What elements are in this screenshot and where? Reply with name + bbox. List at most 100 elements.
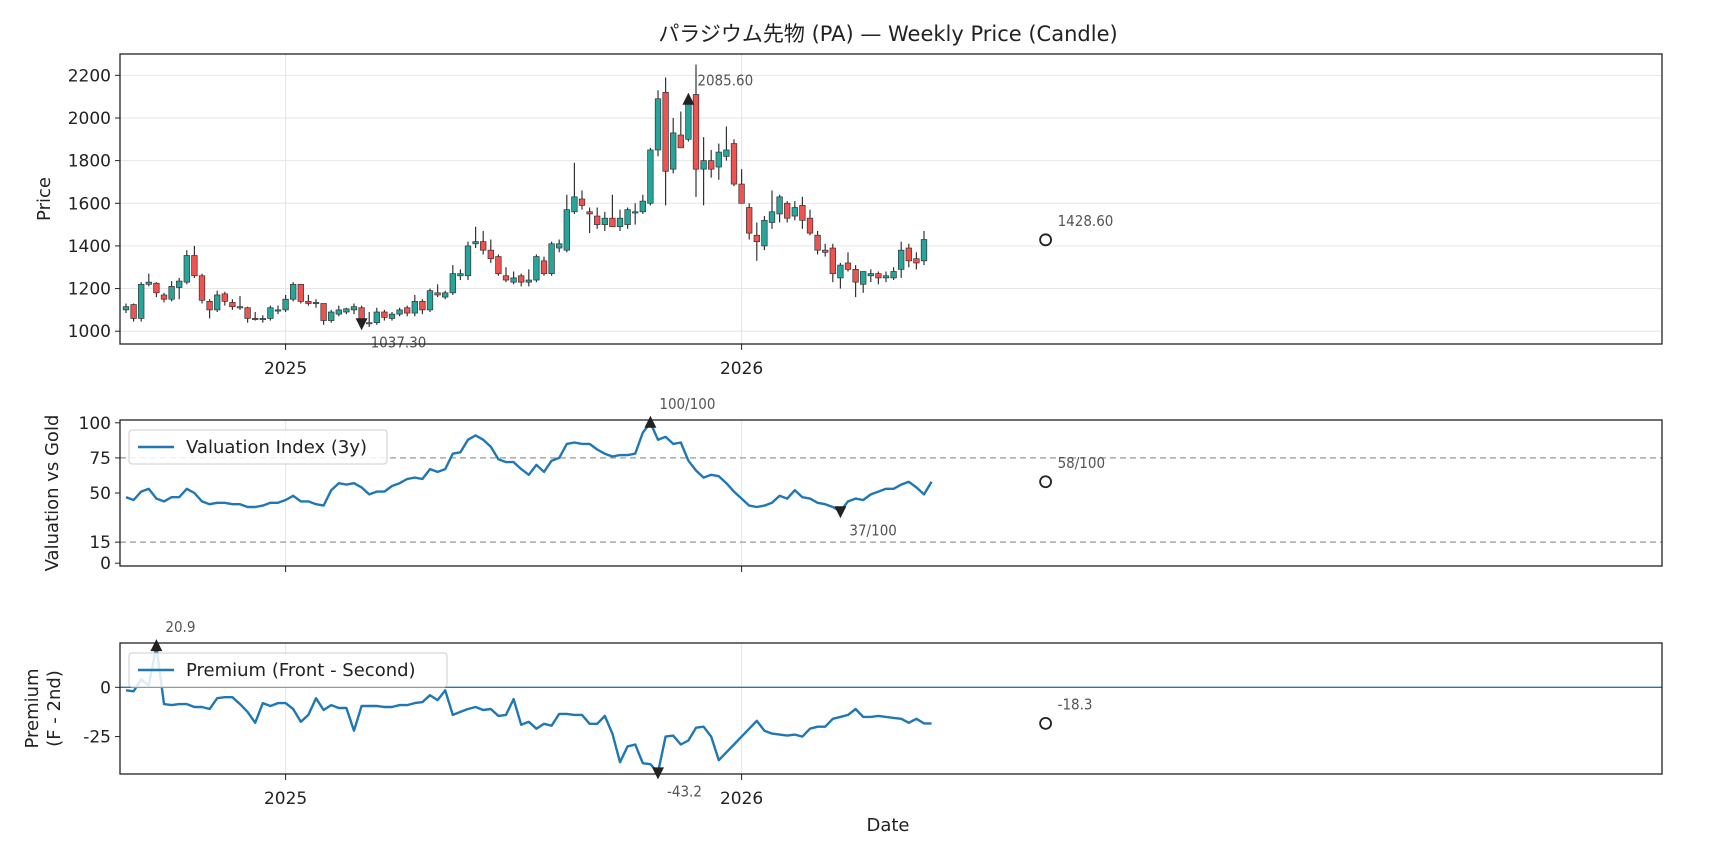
candle-body <box>518 275 525 283</box>
max-annotation: 2085.60 <box>697 72 753 90</box>
candle <box>768 190 776 229</box>
candle-body <box>662 92 669 172</box>
candle-body <box>457 273 464 277</box>
candle-body <box>282 298 289 311</box>
candle <box>799 196 806 229</box>
candle <box>366 312 373 327</box>
candle <box>472 226 479 249</box>
candle-body <box>670 132 677 170</box>
candle-body <box>867 273 874 277</box>
candle-body <box>776 196 783 215</box>
candle-body <box>738 183 745 204</box>
candle <box>647 147 654 206</box>
candle <box>252 312 259 321</box>
y-tick-label: 50 <box>89 484 111 504</box>
candle-body <box>366 322 373 325</box>
candle <box>305 294 312 306</box>
candle-body <box>700 160 707 170</box>
candle <box>388 312 396 321</box>
candle-body <box>677 134 684 149</box>
candle-body <box>160 294 168 300</box>
candle-body <box>191 255 198 277</box>
legend-label: Premium (Front - Second) <box>186 660 416 681</box>
candle <box>738 169 745 204</box>
candle-body <box>882 275 890 279</box>
candle-body <box>685 100 692 140</box>
candle <box>442 290 449 300</box>
x-tick-label: 2025 <box>264 359 307 379</box>
candle-body <box>328 311 335 321</box>
y-tick-label: -25 <box>83 728 111 748</box>
candle <box>571 162 578 214</box>
candle <box>890 267 897 281</box>
plot-frame <box>119 53 1663 345</box>
candle <box>852 265 859 298</box>
candle-body <box>837 264 844 279</box>
candle-body <box>768 211 776 223</box>
candle-body <box>639 200 646 213</box>
candle <box>198 273 206 304</box>
y-tick-label: 0 <box>100 678 111 698</box>
candle-body <box>252 318 259 320</box>
y-tick-label: 1800 <box>68 152 111 172</box>
candle <box>236 296 244 310</box>
candle-body <box>145 281 152 285</box>
candle <box>464 241 472 281</box>
candle <box>206 299 213 319</box>
candle <box>875 271 882 285</box>
candle <box>594 207 601 229</box>
candle-body <box>335 309 342 315</box>
candle-body <box>419 301 426 311</box>
candle <box>632 203 639 225</box>
candle-body <box>244 307 251 319</box>
candle-body <box>495 256 502 274</box>
candle <box>510 271 517 285</box>
candle-body <box>259 318 266 320</box>
legend-label: Valuation Index (3y) <box>186 437 367 458</box>
candle-body <box>708 160 715 170</box>
candle-body <box>799 205 806 221</box>
candle-body <box>746 207 753 234</box>
legend: Valuation Index (3y) <box>128 429 388 465</box>
candle <box>138 282 145 322</box>
candle-body <box>320 303 327 321</box>
y-tick-label: 15 <box>89 533 111 553</box>
candle-body <box>350 306 358 311</box>
series-line <box>125 645 932 774</box>
last-annotation: 1428.60 <box>1058 212 1114 230</box>
candle-body <box>601 217 608 225</box>
candle <box>214 290 221 313</box>
candle <box>183 250 190 285</box>
candle-body <box>434 292 441 296</box>
candle-body <box>875 273 882 279</box>
candle-body <box>822 249 829 253</box>
candle <box>282 294 289 313</box>
min-marker <box>834 506 847 519</box>
candle-body <box>609 217 616 228</box>
y-axis-label-line2: (F - 2nd) <box>44 670 65 747</box>
candle <box>746 203 753 240</box>
candle <box>487 239 494 263</box>
candle <box>153 282 160 298</box>
candle-body <box>594 215 601 225</box>
candle-body <box>305 301 312 304</box>
candle-body <box>844 262 852 270</box>
y-axis-label: Valuation vs Gold <box>42 415 63 572</box>
candle <box>312 299 320 308</box>
candle-body <box>229 302 236 308</box>
candle-body <box>183 255 190 283</box>
candle <box>715 143 722 180</box>
premium-panel: 0 -25 2025 2026 20.9 -43.2 -18.3 Premium (Front… <box>22 618 1663 809</box>
candle-body <box>168 286 175 300</box>
candle <box>426 288 434 313</box>
candle-body <box>578 198 586 206</box>
candle-body <box>396 309 403 315</box>
candle <box>350 303 358 315</box>
candle-body <box>806 217 814 234</box>
plot-frame <box>119 642 1663 775</box>
last-marker <box>1039 716 1052 730</box>
candle <box>624 207 631 229</box>
candle <box>898 241 905 278</box>
candle <box>586 207 593 234</box>
candle-body <box>472 241 479 245</box>
